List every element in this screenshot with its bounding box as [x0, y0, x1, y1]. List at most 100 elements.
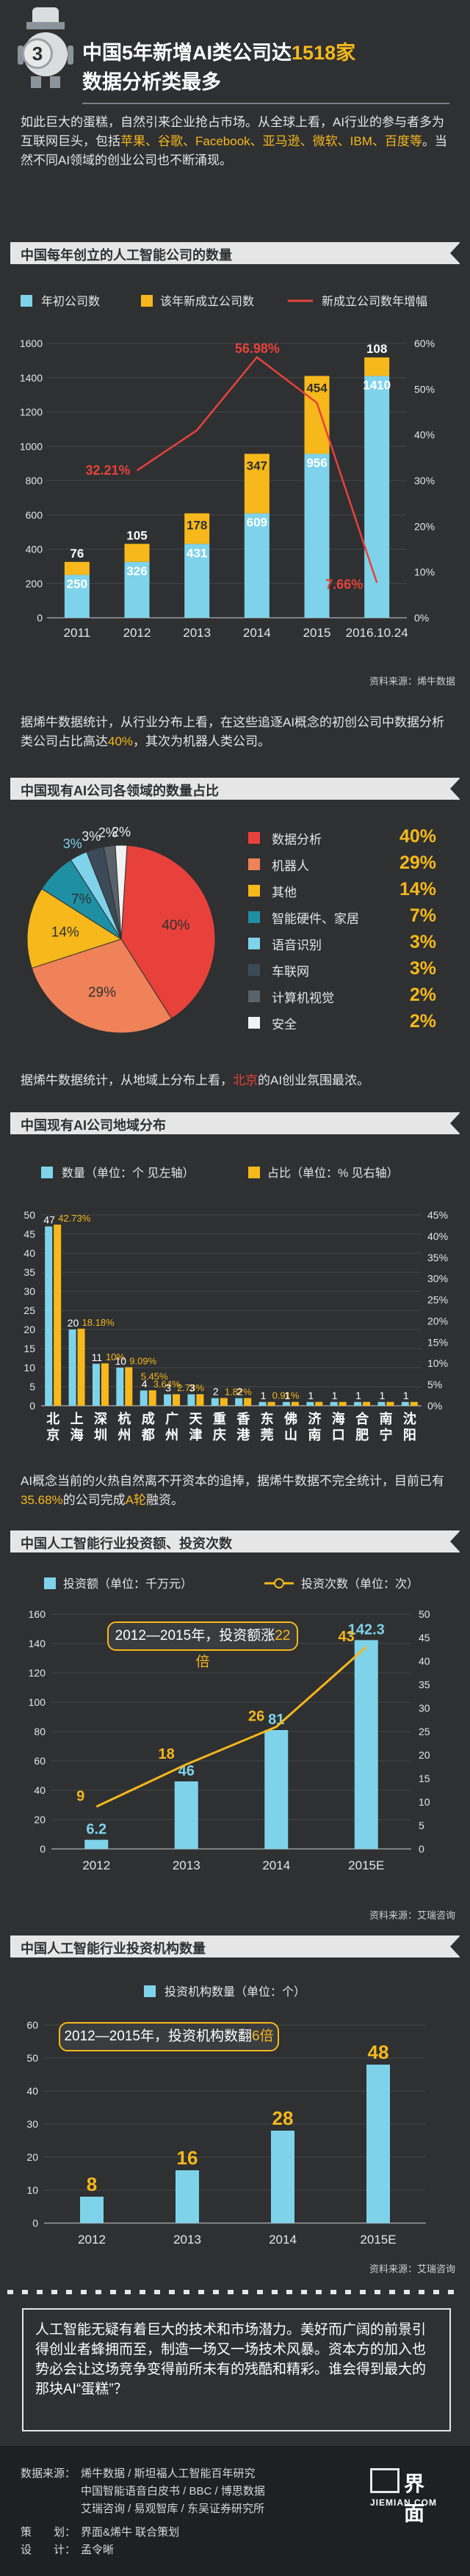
x-tick-label-1: 香 — [236, 1412, 250, 1426]
bar-share-label: 1.82% — [225, 1386, 252, 1397]
callout-5-text: 2012—2015年，投资机构数翻 — [64, 2029, 252, 2044]
text-1-highlight: 40% — [108, 734, 134, 748]
bar-share — [125, 1367, 133, 1406]
y-tick-label: 100 — [29, 1696, 46, 1708]
y2-tick-label: 20 — [419, 1749, 430, 1761]
bar-investors-label: 28 — [272, 2107, 294, 2129]
bar-count-label: 47 — [43, 1214, 55, 1226]
bar-count-label: 11 — [92, 1351, 103, 1363]
x-tick-label-2: 津 — [189, 1427, 202, 1442]
text-block-1: 据烯牛数据统计，从行业分布上看，在这些追逐AI概念的初创公司中数据分析类公司占比… — [21, 713, 454, 751]
bar-label-new: 454 — [306, 381, 328, 395]
legend-swatch — [248, 885, 260, 897]
bar-label-start: 326 — [126, 564, 147, 578]
bar-new-count — [184, 513, 210, 544]
y-tick-label: 20 — [24, 1324, 35, 1335]
source-4: 资料来源：艾瑞咨询 — [369, 1910, 455, 1921]
bar-label-new: 178 — [187, 519, 207, 533]
legend-value: 29% — [399, 853, 436, 873]
y-tick-label: 35 — [24, 1266, 35, 1278]
bar-share — [291, 1401, 299, 1406]
y-tick-label: 30 — [26, 2118, 38, 2130]
bar-count-label: 1 — [308, 1390, 314, 1401]
footer: 数据来源： 烯牛数据 / 斯坦福人工智能百年研究 中国智能语音白皮书 / BBC… — [0, 2446, 470, 2576]
bar-share — [410, 1401, 418, 1406]
bar-share — [220, 1398, 228, 1406]
x-tick-label: 2011 — [64, 626, 91, 640]
pie-slice — [120, 844, 216, 1019]
y2-tick-label: 10% — [414, 566, 435, 578]
y-tick-label: 0 — [40, 1843, 46, 1855]
y-tick-label: 800 — [26, 475, 43, 486]
count-label: 26 — [248, 1709, 264, 1725]
y-tick-label: 50 — [24, 1209, 35, 1221]
section-title-5: 中国人工智能行业投资机构数量 — [21, 1941, 206, 1956]
x-tick-label-1: 杭 — [118, 1411, 131, 1426]
y2-tick-label: 5 — [419, 1820, 424, 1831]
pie-slice-label: 40% — [162, 918, 189, 933]
bar-count-label: 2 — [213, 1386, 219, 1398]
pie-slice-label: 14% — [51, 924, 79, 940]
y-tick-label: 200 — [26, 577, 43, 589]
bar-label-new: 105 — [126, 528, 147, 542]
x-tick-label-1: 合 — [355, 1411, 369, 1426]
legend-swatch — [248, 964, 260, 976]
x-tick-label-1: 天 — [189, 1412, 203, 1426]
title-line1-highlight: 1518家 — [292, 42, 356, 64]
footer-source-2: 中国智能语音白皮书 / BBC / 博思数据 — [81, 2485, 265, 2497]
text-2a: 据烯牛数据统计，从地域上分布上看， — [21, 1073, 233, 1087]
pie-slice-label: 7% — [71, 892, 92, 908]
x-tick-label: 2012 — [78, 2233, 106, 2247]
x-tick-label-2: 圳 — [94, 1428, 107, 1442]
pie-slice — [115, 844, 128, 940]
x-tick-label: 2014 — [262, 1858, 290, 1872]
x-tick-label-2: 都 — [141, 1428, 155, 1442]
x-tick-label-2: 海 — [70, 1427, 84, 1442]
bar-label-new: 76 — [70, 547, 84, 561]
bar-count-label: 3 — [165, 1382, 171, 1393]
title-underline — [82, 103, 449, 104]
bar-investors-label: 8 — [87, 2173, 97, 2195]
bar-investment-label: 142.3 — [348, 1621, 385, 1638]
bar-investors — [271, 2131, 294, 2223]
intro-text-b: 。当然不同AI领域的创业公司也不断涌现。 — [21, 134, 447, 167]
bar-share — [339, 1401, 347, 1406]
section-bar-5: 中国人工智能行业投资机构数量 — [10, 1935, 460, 1957]
y2-tick-label: 40% — [427, 1230, 448, 1242]
legend-swatch — [248, 1017, 260, 1029]
y-tick-label: 140 — [29, 1638, 46, 1649]
y-tick-label: 10 — [24, 1362, 35, 1373]
section-number-badge: 3 — [22, 38, 53, 69]
x-tick-label-1: 沈 — [403, 1411, 416, 1426]
bar-share — [244, 1398, 252, 1406]
text-3-highlight-2: A轮 — [125, 1493, 147, 1507]
count-label: 9 — [76, 1788, 84, 1804]
title-line2: 数据分析类最多 — [82, 71, 221, 93]
bar-start-count — [244, 513, 270, 618]
legend-value: 14% — [399, 879, 436, 900]
bar-count-label: 1 — [355, 1390, 361, 1401]
y2-tick-label: 45 — [419, 1632, 430, 1643]
y-tick-label: 60 — [34, 1755, 46, 1767]
pie-slice-label: 3% — [63, 836, 82, 851]
title-line1-a: 中国5年新增AI类公司达 — [82, 42, 292, 64]
y2-tick-label: 45% — [427, 1209, 448, 1221]
bar-count-label: 1 — [284, 1390, 290, 1401]
section-bar-4: 中国人工智能行业投资额、投资次数 — [10, 1530, 460, 1552]
dashed-divider — [7, 2290, 463, 2294]
bar-label-start: 956 — [306, 456, 327, 470]
x-tick-label-2: 京 — [46, 1427, 59, 1442]
footer-design: 孟令晰 — [81, 2544, 115, 2556]
bar-count-label: 1 — [332, 1390, 338, 1401]
y-tick-label: 1600 — [20, 337, 43, 349]
y-tick-label: 15 — [24, 1343, 35, 1354]
chart-investment: 投资额（单位：千万元） 投资次数（单位：次）0204060801001201401… — [29, 1577, 430, 1872]
x-tick-label-1: 佛 — [283, 1411, 297, 1426]
y2-tick-label: 60% — [414, 337, 435, 349]
legend-swatch-2 — [248, 1167, 260, 1178]
source-5: 资料来源：艾瑞咨询 — [369, 2263, 455, 2274]
bar-share-label-extra: 5.45% — [141, 1371, 168, 1382]
legend-label-1: 年初公司数 — [41, 295, 100, 308]
text-2-highlight: 北京 — [233, 1073, 258, 1087]
bar-label-start: 250 — [67, 577, 87, 591]
